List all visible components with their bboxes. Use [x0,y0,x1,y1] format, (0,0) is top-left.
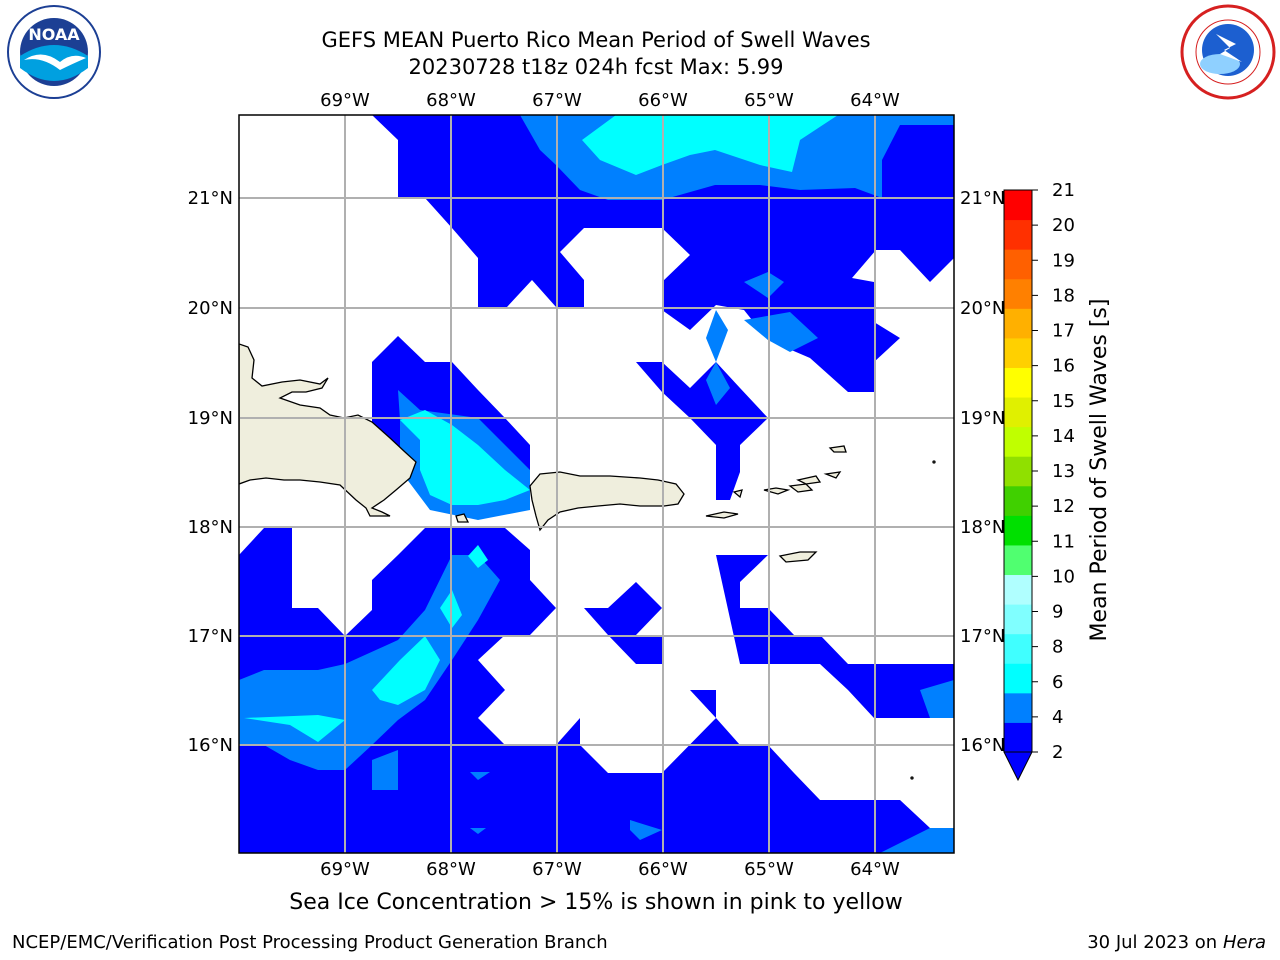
footer-branch: NCEP/EMC/Verification Post Processing Pr… [12,932,608,953]
colorbar-label: Mean Period of Swell Waves [s] [1087,299,1112,642]
puerto-rico [529,471,685,532]
colorbar-tick-label: 12 [1052,496,1075,517]
lon-label: 69°W [320,859,370,880]
lon-label: 67°W [532,859,582,880]
lon-label: 69°W [320,90,370,111]
colorbar-tick-label: 18 [1052,285,1075,306]
colorbar-tick-label: 21 [1052,180,1075,201]
lat-label: 21°N [188,188,233,209]
lat-label: 19°N [188,408,233,429]
mona-island [455,513,470,523]
colorbar-swatch [1004,692,1032,723]
noaa-logo-text: NOAA [28,25,80,44]
colorbar-swatch [1004,219,1032,250]
footer-date: 30 Jul 2023 on Hera [1087,932,1266,953]
colorbar-swatch [1004,722,1032,753]
gridlines [239,115,954,853]
lon-labels-bottom: 69°W 68°W 67°W 66°W 65°W 64°W [320,859,900,880]
lat-label: 21°N [960,188,1005,209]
colorbar-swatch [1004,515,1032,546]
noaa-logo: NOAA [7,5,101,99]
map-frame [238,114,955,854]
lon-label: 64°W [850,859,900,880]
lon-label: 65°W [744,859,794,880]
colorbar-swatch [1004,190,1032,221]
colorbar-swatch [1004,544,1032,576]
colorbar-extend-arrow [1003,751,1033,782]
vieques [705,511,739,519]
virgin-gorda [823,471,842,479]
land-masses [239,343,936,780]
lon-labels-top: 69°W 68°W 67°W 66°W 65°W 64°W [320,90,900,111]
colorbar-swatch [1004,337,1032,368]
sea-ice-caption: Sea Ice Concentration > 15% is shown in … [289,890,903,915]
swell-period-contours [239,115,954,853]
st-croix [778,551,818,563]
colorbar-swatch [1004,397,1032,428]
colorbar-swatch [1004,574,1032,605]
colorbar-swatch [1004,249,1032,280]
nws-logo [1180,4,1276,100]
lon-label: 68°W [426,859,476,880]
lat-label: 17°N [960,626,1005,647]
colorbar-swatch [1004,604,1032,635]
colorbar-tick-label: 14 [1052,426,1075,447]
lat-labels-left: 21°N 20°N 19°N 18°N 17°N 16°N [188,188,233,756]
lat-label: 18°N [188,517,233,538]
lat-label: 19°N [960,408,1005,429]
anegada [828,445,847,453]
colorbar-swatch [1004,633,1032,664]
colorbar-tick-label: 19 [1052,250,1075,271]
lat-label: 16°N [960,735,1005,756]
colorbar-swatch [1004,308,1032,339]
lon-label: 66°W [638,90,688,111]
lat-label: 20°N [188,298,233,319]
lon-label: 64°W [850,90,900,111]
lon-label: 67°W [532,90,582,111]
st-john [788,483,814,493]
colorbar: 2 4 6 8 9 10 11 12 13 14 15 16 17 18 19 20 21 [1003,180,1075,782]
colorbar-swatch [1004,367,1032,398]
chart-title: GEFS MEAN Puerto Rico Mean Period of Swe… [321,28,871,52]
colorbar-swatch [1004,456,1032,487]
lat-label: 18°N [960,517,1005,538]
lat-label: 17°N [188,626,233,647]
culebra [732,489,743,499]
aves-island [910,776,914,780]
lat-label: 16°N [188,735,233,756]
colorbar-swatch [1004,485,1032,516]
colorbar-swatch [1004,278,1032,309]
tortola [796,475,822,485]
colorbar-swatch [1004,663,1032,694]
colorbar-tick-label: 13 [1052,461,1075,482]
colorbar-tick-label: 15 [1052,391,1075,412]
lat-labels-right: 21°N 20°N 19°N 18°N 17°N 16°N [960,188,1005,756]
colorbar-tick-label: 8 [1052,637,1063,658]
lat-label: 20°N [960,298,1005,319]
hispaniola [239,343,417,517]
contour-level-6-8 [244,115,838,742]
lon-label: 68°W [426,90,476,111]
colorbar-tick-label: 9 [1052,602,1063,623]
footer-date-text: 30 Jul 2023 on [1087,932,1223,953]
chart-subtitle: 20230728 t18z 024h fcst Max: 5.99 [408,55,784,79]
colorbar-tick-label: 4 [1052,707,1063,728]
colorbar-tick-label: 10 [1052,566,1075,587]
footer-host: Hera [1222,932,1266,953]
lon-label: 66°W [638,859,688,880]
colorbar-tick-label: 16 [1052,356,1075,377]
colorbar-tick-label: 2 [1052,742,1063,763]
colorbar-tick-label: 17 [1052,321,1075,342]
colorbar-tick-label: 6 [1052,672,1063,693]
colorbar-tick-label: 20 [1052,215,1075,236]
colorbar-swatch [1004,426,1032,457]
sombrero-island [932,460,936,464]
lon-label: 65°W [744,90,794,111]
colorbar-tick-label: 11 [1052,531,1075,552]
